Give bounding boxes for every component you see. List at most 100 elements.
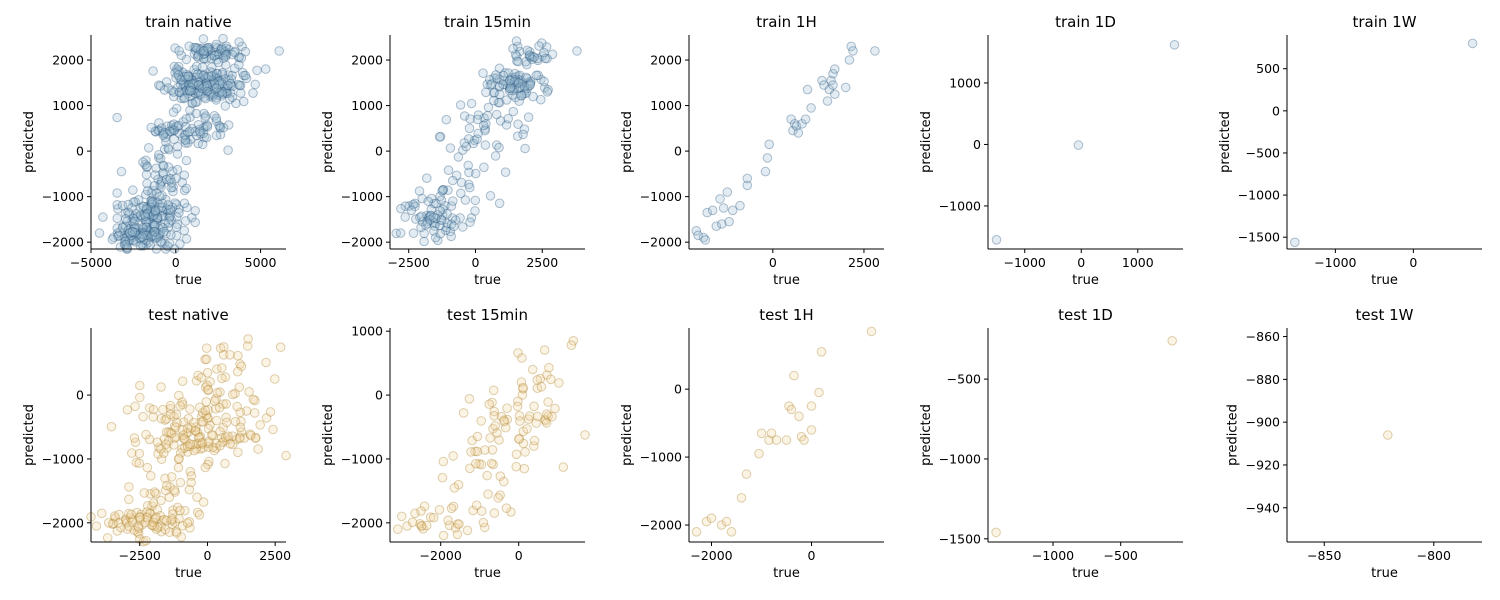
data-point bbox=[193, 52, 203, 62]
data-point bbox=[199, 49, 210, 59]
x-tick-label: 0 bbox=[808, 548, 816, 563]
data-point bbox=[225, 94, 235, 104]
x-tick-label: 0 bbox=[472, 255, 480, 270]
data-point bbox=[137, 227, 147, 238]
data-point bbox=[153, 125, 163, 135]
data-point bbox=[188, 79, 198, 89]
data-point bbox=[185, 404, 195, 414]
data-point bbox=[215, 87, 225, 98]
data-point bbox=[448, 451, 459, 461]
data-point bbox=[760, 166, 771, 177]
data-point bbox=[210, 404, 221, 414]
data-point bbox=[164, 238, 175, 248]
data-point bbox=[107, 519, 118, 530]
data-point bbox=[184, 41, 194, 52]
data-point bbox=[151, 163, 161, 173]
data-point bbox=[519, 463, 530, 474]
data-point bbox=[106, 421, 117, 432]
x-axis-label: true bbox=[1072, 273, 1099, 288]
data-point bbox=[130, 197, 140, 207]
data-point bbox=[165, 208, 175, 218]
data-point bbox=[180, 74, 190, 85]
data-point bbox=[151, 188, 162, 198]
data-point bbox=[437, 472, 448, 483]
data-point bbox=[145, 508, 155, 519]
data-point bbox=[156, 123, 167, 133]
x-tick-label: −1000 bbox=[1032, 548, 1074, 563]
data-point bbox=[209, 445, 220, 456]
data-point bbox=[162, 443, 172, 454]
data-point bbox=[197, 83, 208, 94]
data-point bbox=[525, 80, 536, 90]
data-point bbox=[170, 198, 180, 208]
data-point bbox=[138, 212, 148, 222]
data-point bbox=[155, 81, 166, 91]
data-point bbox=[470, 168, 481, 179]
data-point bbox=[400, 201, 411, 211]
data-point bbox=[200, 84, 210, 95]
data-point bbox=[191, 444, 202, 454]
data-point bbox=[209, 78, 219, 88]
data-point bbox=[108, 232, 119, 243]
data-point bbox=[199, 108, 209, 119]
data-point bbox=[503, 68, 514, 78]
data-point bbox=[187, 123, 197, 134]
data-point bbox=[122, 524, 132, 534]
data-point bbox=[185, 439, 195, 449]
data-point bbox=[233, 447, 243, 458]
data-point bbox=[172, 164, 183, 175]
data-point bbox=[176, 50, 187, 61]
data-point bbox=[171, 432, 182, 442]
data-point bbox=[161, 137, 171, 147]
data-point bbox=[112, 213, 122, 224]
data-point bbox=[184, 81, 195, 92]
data-point bbox=[464, 123, 475, 134]
data-point bbox=[511, 51, 522, 62]
data-point bbox=[205, 420, 215, 431]
data-point bbox=[1167, 336, 1177, 346]
data-point bbox=[221, 41, 232, 52]
data-point bbox=[149, 521, 159, 531]
data-point bbox=[103, 518, 114, 528]
data-point bbox=[215, 343, 226, 354]
data-point bbox=[201, 397, 212, 407]
data-point bbox=[155, 236, 166, 247]
data-point bbox=[223, 120, 234, 130]
data-point bbox=[509, 77, 520, 87]
data-point bbox=[505, 83, 516, 94]
y-tick-label: 0 bbox=[674, 382, 682, 397]
data-point bbox=[165, 204, 176, 215]
data-point bbox=[489, 406, 500, 417]
data-point bbox=[220, 74, 231, 84]
data-point bbox=[141, 162, 152, 173]
data-point bbox=[212, 388, 223, 398]
data-point bbox=[424, 211, 434, 222]
data-point bbox=[181, 234, 192, 244]
data-point bbox=[147, 205, 158, 215]
data-point bbox=[177, 521, 188, 531]
data-point bbox=[494, 198, 505, 209]
data-point bbox=[226, 80, 237, 91]
data-point bbox=[218, 422, 228, 433]
data-point bbox=[449, 221, 459, 232]
data-point bbox=[218, 87, 229, 97]
data-point bbox=[147, 207, 157, 217]
x-axis-label: true bbox=[175, 273, 202, 288]
data-point bbox=[176, 532, 187, 542]
data-point bbox=[179, 92, 190, 103]
data-point bbox=[764, 435, 774, 445]
data-point bbox=[160, 132, 171, 143]
data-point bbox=[487, 445, 498, 455]
data-point bbox=[157, 205, 168, 216]
data-point bbox=[193, 120, 204, 130]
data-point bbox=[135, 229, 146, 239]
data-point bbox=[196, 88, 206, 99]
data-point bbox=[724, 216, 734, 227]
subplot-title: test 15min bbox=[447, 306, 528, 324]
data-point bbox=[478, 68, 488, 78]
data-point bbox=[466, 98, 477, 109]
data-point bbox=[142, 227, 153, 237]
data-point bbox=[221, 48, 231, 59]
data-point bbox=[122, 216, 132, 226]
data-point bbox=[423, 196, 434, 207]
